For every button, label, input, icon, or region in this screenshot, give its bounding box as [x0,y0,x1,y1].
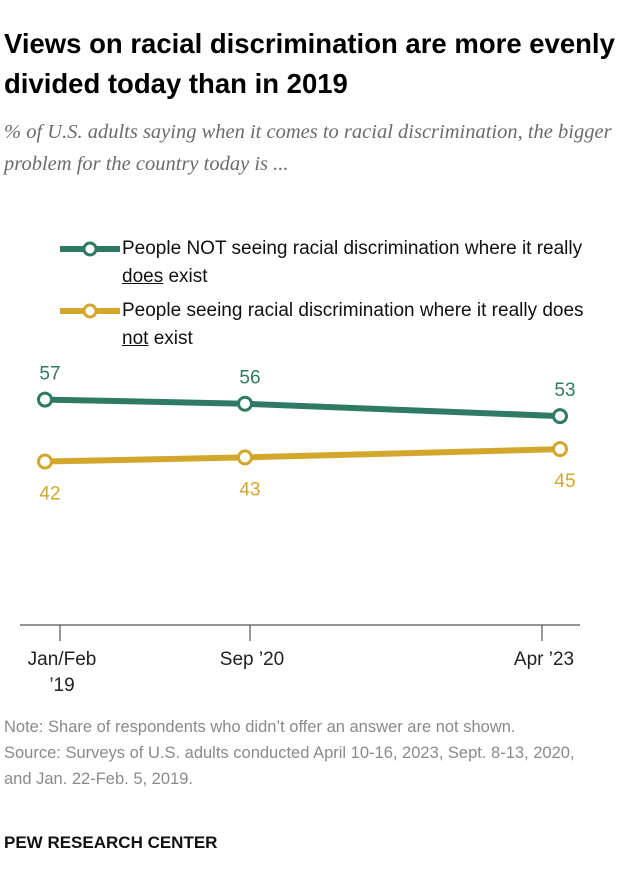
legend-marker [82,303,98,319]
legend-label: People seeing racial discrimination wher… [122,300,584,349]
series-line [42,396,563,420]
point [237,395,253,412]
x-tick-label: Apr ’23 [514,649,574,670]
data-label: 53 [554,380,575,401]
footer: PEW RESEARCH CENTER [4,833,218,852]
series-line [42,446,563,465]
point [552,441,568,458]
data-label: 45 [554,471,575,492]
chart-subtitle: % of U.S. adults saying when it comes to… [4,121,612,175]
notes: Note: Share of respondents who didn’t of… [4,714,604,792]
point [37,453,53,470]
data-label: 56 [239,368,260,389]
chart-title: Views on racial discrimination are more … [4,28,615,99]
point [237,449,253,466]
source: Source: Surveys of U.S. adults conducted… [4,744,575,788]
legend-label: People NOT seeing racial discrimination … [122,238,583,287]
x-tick-label: Jan/Feb ’19 [28,649,97,696]
point [552,408,568,425]
data-label: 42 [39,484,60,505]
legend-marker [82,241,98,257]
x-tick-label: Sep ’20 [220,649,284,670]
note: Note: Share of respondents who didn’t of… [4,718,516,736]
data-label: 57 [39,364,60,385]
point [37,391,53,408]
data-label: 43 [239,479,260,500]
